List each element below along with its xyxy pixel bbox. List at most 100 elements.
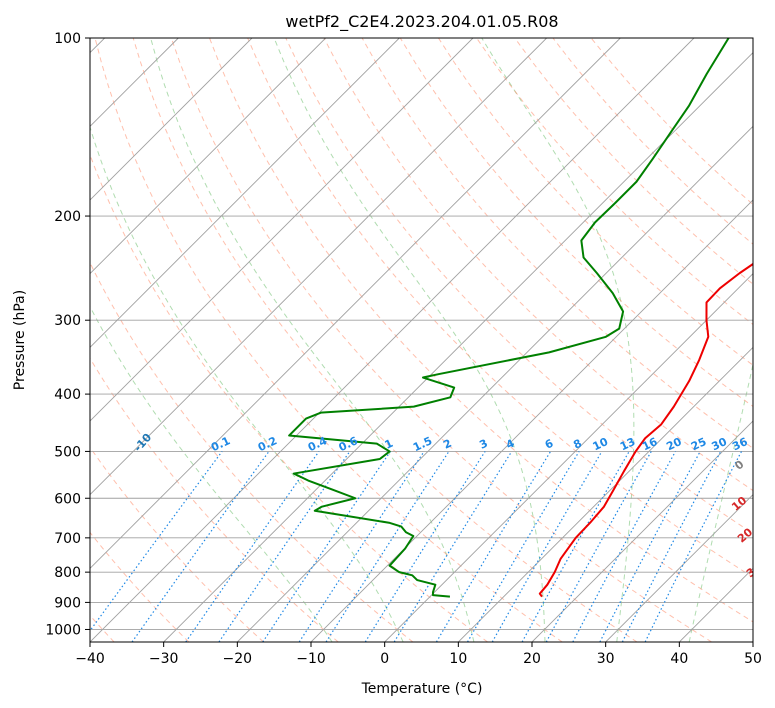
moist-adiabat-line — [273, 38, 546, 642]
mixing-ratio-line — [521, 451, 630, 642]
mixing-ratio-line — [466, 451, 580, 642]
x-tick-label: 0 — [380, 651, 389, 667]
isotherm-line — [90, 38, 253, 201]
dry-adiabat-line — [209, 38, 753, 623]
moist-adiabat-line — [90, 125, 404, 642]
isotherm-line — [237, 125, 753, 642]
dry-adiabat-line — [132, 38, 638, 642]
mixing-ratio-line — [644, 451, 743, 642]
dry-adiabat-line — [90, 357, 339, 642]
isotherm-line — [458, 346, 753, 642]
moist-adiabat-line — [688, 362, 753, 642]
moist-adiabats — [90, 38, 753, 642]
x-axis-title: Temperature (°C) — [361, 681, 483, 697]
dewpoint-profile — [288, 38, 730, 598]
mixing-ratio-line — [435, 451, 552, 642]
moist-adiabat-label: 30 — [744, 560, 764, 580]
dry-adiabat-line — [170, 38, 712, 642]
temperature-profile — [538, 262, 753, 598]
dry-adiabats — [90, 38, 753, 642]
isotherm-line — [90, 38, 621, 569]
x-tick-label: −40 — [75, 651, 105, 667]
mixing-ratio-line — [621, 451, 722, 642]
mixing-ratio-label: 16 — [640, 435, 660, 453]
mixing-ratio-label: 25 — [689, 435, 708, 453]
x-tick-label: 40 — [670, 651, 688, 667]
moist-adiabat-label: 20 — [735, 525, 755, 545]
isotherm-line — [90, 38, 326, 275]
moist-adiabat-line — [150, 38, 475, 642]
isotherm-line — [90, 38, 474, 422]
mixing-ratio-label: 6 — [543, 437, 556, 452]
x-tick-label: −30 — [149, 651, 179, 667]
mixing-ratio-line — [90, 451, 223, 632]
profile-series — [288, 38, 753, 598]
isotherms — [90, 38, 753, 642]
isotherm-line — [90, 38, 695, 642]
mixing-ratio-line — [393, 451, 513, 642]
mixing-ratio-line — [325, 451, 450, 642]
isotherm-line — [752, 641, 753, 642]
mixing-ratio-line — [185, 451, 320, 642]
y-tick-label: 300 — [54, 313, 81, 329]
y-tick-label: 800 — [54, 565, 81, 581]
dry-adiabat-line — [399, 38, 753, 408]
mixing-ratio-label: 13 — [618, 435, 637, 453]
mixing-ratio-lines — [90, 451, 743, 642]
mixing-ratio-label: 3 — [477, 437, 489, 452]
mixing-ratio-line — [572, 451, 677, 642]
mixing-ratio-line — [262, 451, 391, 642]
mixing-ratio-line — [545, 451, 652, 642]
isotherm-line — [679, 567, 753, 642]
y-axis-title: Pressure (hPa) — [12, 290, 28, 390]
dry-adiabat-line — [90, 531, 190, 642]
y-tick-label: 900 — [54, 595, 81, 611]
mixing-ratio-line — [599, 451, 701, 642]
plot-frame — [89, 37, 754, 643]
x-tick-label: 10 — [449, 651, 467, 667]
x-tick-label: −20 — [223, 651, 253, 667]
mixing-ratio-label: 20 — [664, 435, 684, 453]
mixing-ratio-line — [298, 451, 425, 642]
isotherm-line — [384, 273, 753, 642]
moist-adiabat-line — [481, 38, 635, 642]
isotherm-line — [163, 52, 753, 642]
dry-adiabat-line — [285, 38, 753, 535]
dry-adiabat-line — [514, 38, 753, 285]
dry-adiabat-line — [552, 38, 753, 245]
pressure-gridlines — [90, 38, 753, 630]
plot-area: 0.10.20.40.611.52346810131620253036-100-… — [90, 38, 775, 642]
y-tick-label: 200 — [54, 209, 81, 225]
y-tick-label: 400 — [54, 387, 81, 403]
x-tick-label: 30 — [597, 651, 615, 667]
moist-adiabat-label: 10 — [729, 494, 749, 514]
x-tick-label: 50 — [744, 651, 762, 667]
dry-adiabat-line — [476, 38, 753, 326]
isotherm-line — [531, 420, 753, 642]
x-tick-label: 20 — [523, 651, 541, 667]
dry-adiabat-line — [90, 261, 414, 642]
y-tick-label: 700 — [54, 531, 81, 547]
isotherm-line — [90, 38, 400, 348]
dry-adiabat-line — [90, 446, 264, 642]
x-axis: −40 −30 −20 −10 0 10 20 30 40 50 — [75, 642, 762, 667]
y-tick-label: 1000 — [45, 622, 81, 638]
x-tick-label: −10 — [296, 651, 326, 667]
isotherm-line — [90, 38, 547, 496]
mixing-ratio-line — [131, 451, 270, 642]
mixing-ratio-label: 36 — [730, 435, 750, 453]
isotherm-line — [605, 494, 753, 642]
mixing-ratio-label: 4 — [504, 437, 517, 452]
dry-adiabat-line — [90, 153, 488, 642]
y-tick-label: 100 — [54, 31, 81, 47]
mixing-ratio-label: 2 — [441, 437, 453, 452]
dry-adiabat-line — [590, 38, 753, 206]
dry-adiabat-line — [247, 38, 753, 578]
y-axis: 100 200 300 400 500 600 700 800 900 1000 — [45, 31, 90, 638]
moist-adiabat-label: 40 — [760, 588, 775, 608]
chart-title: wetPf2_C2E4.2023.204.01.05.R08 — [285, 12, 558, 32]
dry-adiabat-line — [438, 38, 753, 366]
mixing-ratio-label: 10 — [591, 435, 611, 453]
y-tick-label: 600 — [54, 491, 81, 507]
